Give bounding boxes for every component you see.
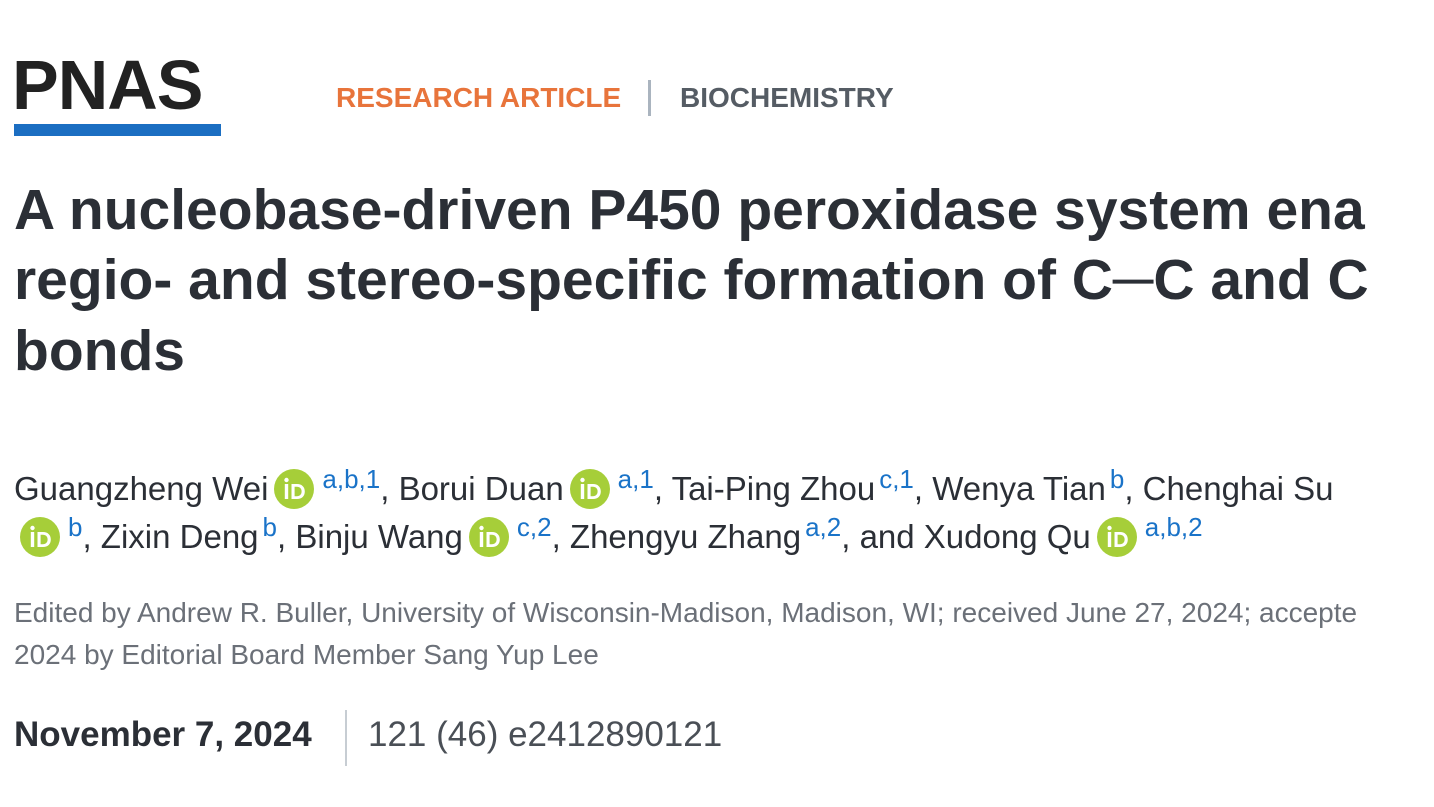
orcid-d <box>1114 532 1128 547</box>
orcid-d <box>486 532 500 547</box>
orcid-dot <box>479 525 484 531</box>
author-name[interactable]: , Zhengyu Zhang <box>551 518 802 555</box>
article-type[interactable]: RESEARCH ARTICLE <box>336 82 622 113</box>
orcid-icon[interactable] <box>274 469 315 509</box>
affiliation[interactable]: b <box>68 512 83 542</box>
title-line: bonds <box>14 319 185 383</box>
pub-date: November 7, 2024 <box>14 715 312 754</box>
author-name[interactable]: Guangzheng Wei <box>14 470 269 507</box>
orcid-i <box>30 532 35 547</box>
author-line: b, Zixin Deng b, Binju Wang c,2, Zhengyu Z… <box>14 512 1203 560</box>
orcid-dot <box>30 525 35 531</box>
logo-bar <box>14 124 221 136</box>
orcid-dot <box>1107 525 1112 531</box>
affiliation[interactable]: a,b,1 <box>322 464 381 494</box>
orcid-icon[interactable] <box>468 517 509 557</box>
affiliation[interactable]: a,2 <box>805 512 842 542</box>
affiliation[interactable]: c,2 <box>516 512 552 542</box>
orcid-dot <box>284 477 290 483</box>
affiliation[interactable]: a,1 <box>617 464 654 494</box>
orcid-i <box>479 532 484 547</box>
orcid-d <box>291 484 306 499</box>
logo[interactable]: PNAS <box>12 46 203 124</box>
author-name[interactable]: , Chenghai Su <box>1124 470 1334 507</box>
divider <box>345 710 347 766</box>
orcid-i <box>580 484 584 499</box>
orcid-icon[interactable] <box>1096 517 1137 557</box>
affiliation[interactable]: b <box>262 512 278 542</box>
orcid-dot <box>579 477 585 483</box>
affiliation[interactable]: a,b,2 <box>1144 512 1203 542</box>
editor-line: Edited by Andrew R. Buller, University o… <box>14 597 1358 628</box>
orcid-d <box>37 532 51 547</box>
author-name[interactable]: , Tai-Ping Zhou <box>653 470 876 507</box>
orcid-i <box>1107 532 1111 547</box>
author-line: Guangzheng Wei a,b,1, Borui Duan a,1, Tai-… <box>14 464 1334 512</box>
divider <box>648 80 651 116</box>
author-name[interactable]: , Zixin Deng <box>82 518 259 555</box>
title-line: A nucleobase-driven P450 peroxidase syst… <box>14 178 1365 242</box>
section[interactable]: BIOCHEMISTRY <box>680 82 894 113</box>
orcid-d <box>587 484 601 499</box>
author-name[interactable]: , Binju Wang <box>277 518 463 555</box>
orcid-icon[interactable] <box>20 517 60 557</box>
affiliation[interactable]: b <box>1109 464 1125 494</box>
author-name[interactable]: , Wenya Tian <box>913 470 1106 507</box>
affiliation[interactable]: c,1 <box>879 464 914 494</box>
author-name[interactable]: , Borui Duan <box>380 470 564 507</box>
title-line: regio- and stereo-specific formation of … <box>14 248 1369 312</box>
citation: 121 (46) e2412890121 <box>368 715 723 754</box>
orcid-icon[interactable] <box>569 469 610 509</box>
orcid-i <box>285 484 289 499</box>
author-name[interactable]: , and Xudong Qu <box>841 518 1091 555</box>
editor-line: 2024 by Editorial Board Member Sang Yup … <box>14 639 599 670</box>
